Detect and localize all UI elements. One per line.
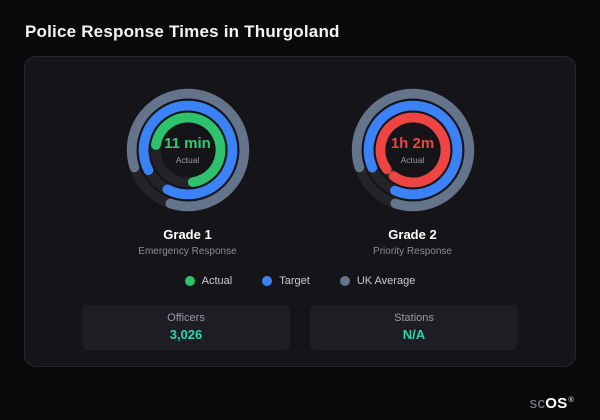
gauge-grade-2-subtitle: Priority Response bbox=[373, 246, 452, 257]
gauge-grade-2-title: Grade 2 bbox=[388, 227, 437, 242]
gauge-grade-2-rings bbox=[351, 88, 474, 212]
stat-officers: Officers 3,026 bbox=[82, 305, 290, 350]
legend-label-target: Target bbox=[279, 275, 310, 287]
legend-label-actual: Actual bbox=[201, 275, 233, 287]
legend-label-uk-average: UK Average bbox=[356, 275, 416, 287]
gauge-grade-1-chart: 11 min Actual bbox=[123, 85, 253, 215]
legend-dot-target-icon bbox=[262, 276, 273, 286]
gauge-grade-1-title: Grade 1 bbox=[163, 227, 212, 242]
stat-officers-label: Officers bbox=[167, 312, 205, 324]
gauge-grade-2: 1h 2m Actual Grade 2 Priority Response bbox=[313, 85, 513, 257]
chart-legend: Actual Target UK Average bbox=[45, 275, 555, 287]
stat-stations-label: Stations bbox=[394, 312, 434, 324]
response-times-card: 11 min Actual Grade 1 Emergency Response… bbox=[24, 56, 576, 367]
legend-dot-uk-average-icon bbox=[339, 276, 350, 286]
gauges-row: 11 min Actual Grade 1 Emergency Response… bbox=[45, 77, 555, 257]
gauge-grade-1: 11 min Actual Grade 1 Emergency Response bbox=[88, 85, 288, 257]
page-title: Police Response Times in Thurgoland bbox=[25, 22, 340, 41]
legend-dot-actual-icon bbox=[184, 276, 195, 286]
scos-logo-prefix: sc bbox=[529, 395, 546, 412]
stat-stations-value: N/A bbox=[402, 327, 426, 342]
gauge-grade-2-chart: 1h 2m Actual bbox=[348, 85, 478, 215]
legend-item-uk-average[interactable]: UK Average bbox=[339, 275, 416, 287]
gauge-grade-1-subtitle: Emergency Response bbox=[138, 246, 237, 257]
scos-logo-suffix: OS bbox=[545, 395, 568, 412]
stat-officers-value: 3,026 bbox=[169, 327, 203, 342]
gauge-grade-1-rings bbox=[126, 88, 249, 212]
legend-item-actual[interactable]: Actual bbox=[184, 275, 233, 287]
stat-stations: Stations N/A bbox=[310, 305, 518, 350]
stats-row: Officers 3,026 Stations N/A bbox=[45, 305, 555, 350]
legend-item-target[interactable]: Target bbox=[262, 275, 310, 287]
scos-logo: scOS® bbox=[530, 395, 574, 412]
registered-trademark-icon: ® bbox=[568, 397, 574, 404]
